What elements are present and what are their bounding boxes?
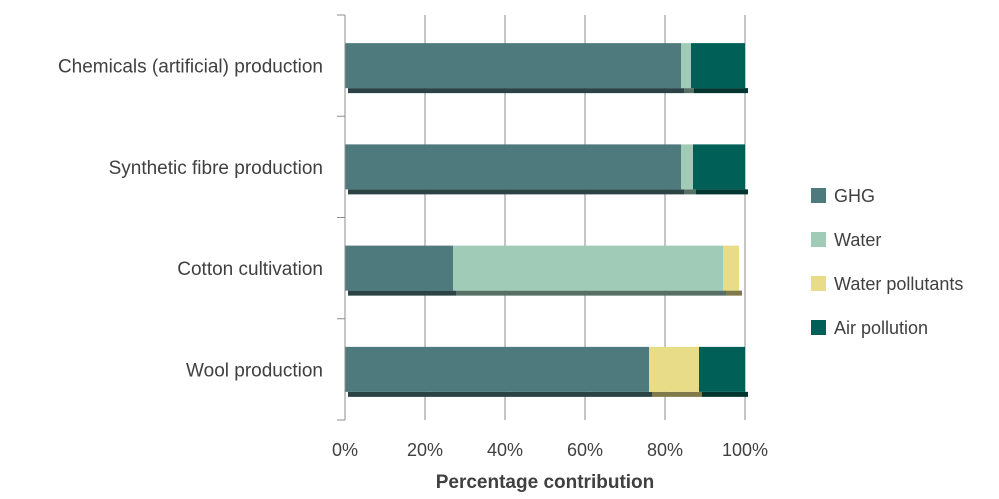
x-tick-label: 0% <box>332 440 358 460</box>
bar-segment-shadow <box>696 189 748 195</box>
legend-swatch <box>811 232 826 247</box>
bar-segment <box>345 43 681 89</box>
bar-segment <box>345 346 649 392</box>
bar-segment-shadow <box>684 88 694 94</box>
x-tick-label: 40% <box>487 440 523 460</box>
y-axis: Chemicals (artificial) production Synthet… <box>58 14 346 421</box>
bar-segment <box>681 43 691 89</box>
x-tick-label: 60% <box>567 440 603 460</box>
x-tick-label: 20% <box>407 440 443 460</box>
bar-segment-shadow <box>726 290 742 296</box>
legend-swatch <box>811 320 826 335</box>
legend-label: Air pollution <box>834 318 928 338</box>
bar-segment <box>699 346 745 392</box>
category-label: Wool production <box>186 360 323 381</box>
bar-segment <box>649 346 699 392</box>
x-tick-label: 80% <box>647 440 683 460</box>
bar-segment-shadow <box>348 189 684 195</box>
legend-label: GHG <box>834 186 875 206</box>
legend-label: Water <box>834 230 881 250</box>
legend-swatch <box>811 188 826 203</box>
legend: GHG Water Water pollutants Air pollution <box>811 186 963 338</box>
bar-segment-shadow <box>694 88 748 94</box>
x-axis-title: Percentage contribution <box>436 472 655 493</box>
bar-segment <box>723 245 739 291</box>
x-axis-ticks: 0% 20% 40% 60% 80% 100% <box>332 440 768 460</box>
bar-segment <box>345 245 453 291</box>
bar-segment <box>693 144 745 190</box>
bar-segment-shadow <box>652 391 702 397</box>
category-label: Chemicals (artificial) production <box>58 57 323 78</box>
legend-label: Water pollutants <box>834 274 963 294</box>
category-label: Cotton cultivation <box>177 259 323 280</box>
bar-segment <box>691 43 745 89</box>
bar-segment-shadow <box>348 88 684 94</box>
bars <box>345 43 748 397</box>
bar-segment-shadow <box>348 391 652 397</box>
bar-segment-shadow <box>348 290 456 296</box>
bar-segment-shadow <box>456 290 726 296</box>
legend-swatch <box>811 276 826 291</box>
bar-segment <box>345 144 681 190</box>
x-tick-label: 100% <box>722 440 768 460</box>
bar-segment <box>681 144 693 190</box>
bar-segment-shadow <box>702 391 748 397</box>
bar-segment <box>453 245 723 291</box>
category-label: Synthetic fibre production <box>109 158 323 179</box>
bar-segment-shadow <box>684 189 696 195</box>
